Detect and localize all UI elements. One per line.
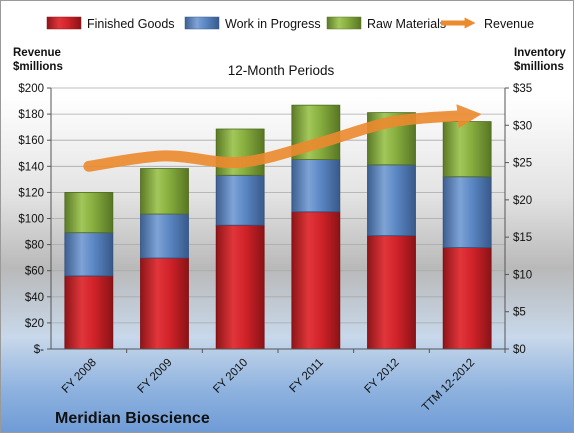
right-tick-label: $35 xyxy=(513,83,532,95)
x-tick-label: FY 2010 xyxy=(211,357,250,396)
left-tick-label: $200 xyxy=(18,83,44,95)
bar-work-in-progress xyxy=(291,159,341,213)
bar-finished-goods xyxy=(64,275,114,350)
bar-finished-goods xyxy=(215,224,265,350)
x-tick-label: FY 2008 xyxy=(60,357,99,396)
gridlines xyxy=(51,87,505,350)
bar-finished-goods xyxy=(291,211,341,350)
bar-raw-materials xyxy=(442,121,492,178)
left-tick-label: $100 xyxy=(18,214,44,226)
legend-label-revenue: Revenue xyxy=(484,17,534,31)
bar-finished-goods xyxy=(140,257,189,350)
right-axis-title-line2: $millions xyxy=(514,61,564,73)
x-tick-label: FY 2011 xyxy=(287,357,325,395)
bar-work-in-progress xyxy=(140,213,189,259)
left-axis-title-line2: $millions xyxy=(13,61,63,73)
left-tick-label: $140 xyxy=(18,161,44,173)
x-tick-label: FY 2012 xyxy=(363,357,402,396)
left-tick-label: $60 xyxy=(25,266,44,278)
bar-work-in-progress xyxy=(64,232,114,277)
bar-work-in-progress xyxy=(215,174,265,226)
right-tick-label: $0 xyxy=(513,344,526,356)
left-tick-label: $180 xyxy=(18,109,44,121)
bar-raw-materials xyxy=(215,128,265,176)
bar-finished-goods xyxy=(367,235,416,350)
left-axis-title-line1: Revenue xyxy=(13,47,61,59)
x-tick-label: TTM 12-2012 xyxy=(420,357,477,414)
legend-swatch-raw-materials xyxy=(326,16,362,30)
legend-label-finished-goods: Finished Goods xyxy=(87,17,175,31)
company-name: Meridian Bioscience xyxy=(55,410,210,427)
left-tick-label: $160 xyxy=(18,135,44,147)
legend-swatch-finished-goods xyxy=(46,16,82,30)
left-tick-label: $40 xyxy=(25,292,44,304)
right-axis-title-line1: Inventory xyxy=(514,47,566,59)
right-tick-label: $10 xyxy=(513,269,532,281)
legend: Finished Goods Work in Progress Raw Mate… xyxy=(46,16,534,31)
bars xyxy=(64,104,492,350)
bar-raw-materials xyxy=(140,168,189,215)
legend-label-raw-materials: Raw Materials xyxy=(367,17,446,31)
revenue-line xyxy=(83,104,482,172)
left-tick-label: $80 xyxy=(25,240,44,252)
legend-label-work-in-progress: Work in Progress xyxy=(225,17,321,31)
legend-swatch-work-in-progress xyxy=(184,16,220,30)
right-tick-label: $25 xyxy=(513,158,532,170)
left-tick-label: $20 xyxy=(25,318,44,330)
right-tick-label: $20 xyxy=(513,195,532,207)
left-tick-label: $- xyxy=(34,344,44,356)
right-tick-label: $30 xyxy=(513,120,532,132)
right-tick-label: $15 xyxy=(513,232,532,244)
bar-work-in-progress xyxy=(442,176,492,248)
x-tick-label: FY 2009 xyxy=(136,357,175,396)
right-tick-label: $5 xyxy=(513,307,526,319)
chart-title: 12-Month Periods xyxy=(228,63,335,78)
bar-raw-materials xyxy=(64,191,114,234)
left-tick-label: $120 xyxy=(18,187,44,199)
revenue-line-layer xyxy=(83,104,482,172)
bar-finished-goods xyxy=(442,247,492,350)
bar-work-in-progress xyxy=(367,164,416,237)
